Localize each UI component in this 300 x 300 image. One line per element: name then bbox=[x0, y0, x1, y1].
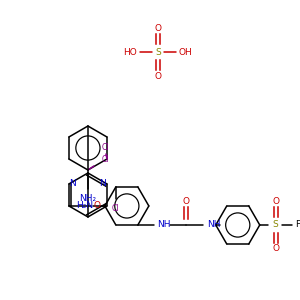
Text: NH₂: NH₂ bbox=[80, 194, 97, 203]
Text: Cl: Cl bbox=[101, 142, 109, 152]
Text: NH: NH bbox=[207, 220, 220, 230]
Text: NH: NH bbox=[157, 220, 171, 230]
Text: F: F bbox=[295, 220, 300, 230]
Text: O: O bbox=[154, 72, 161, 81]
Text: O: O bbox=[182, 196, 189, 206]
Text: O: O bbox=[272, 196, 279, 206]
Text: Cl: Cl bbox=[101, 155, 109, 164]
Text: HO: HO bbox=[123, 48, 137, 57]
Text: H₂N: H₂N bbox=[76, 202, 94, 211]
Text: S: S bbox=[273, 220, 279, 230]
Text: OH: OH bbox=[179, 48, 193, 57]
Text: N: N bbox=[70, 179, 76, 188]
Text: S: S bbox=[155, 48, 161, 57]
Text: N: N bbox=[100, 179, 106, 188]
Text: Cl: Cl bbox=[112, 204, 120, 213]
Text: O: O bbox=[93, 202, 100, 211]
Text: O: O bbox=[272, 244, 279, 253]
Text: O: O bbox=[154, 24, 161, 33]
